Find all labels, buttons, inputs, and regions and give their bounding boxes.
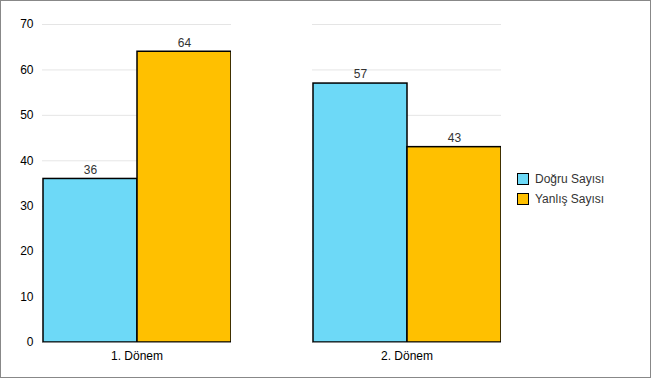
svg-text:60: 60 xyxy=(20,63,34,77)
svg-text:20: 20 xyxy=(20,244,34,258)
svg-text:36: 36 xyxy=(84,163,98,177)
svg-text:2. Dönem: 2. Dönem xyxy=(381,349,433,363)
svg-text:0: 0 xyxy=(27,335,34,349)
svg-text:40: 40 xyxy=(20,154,34,168)
svg-text:43: 43 xyxy=(448,131,462,145)
svg-text:70: 70 xyxy=(20,17,34,31)
svg-text:57: 57 xyxy=(354,67,368,81)
svg-text:10: 10 xyxy=(20,290,34,304)
svg-text:64: 64 xyxy=(178,36,192,50)
svg-text:50: 50 xyxy=(20,108,34,122)
svg-text:30: 30 xyxy=(20,199,34,213)
html-text:Yanlış Sayısı: Yanlış Sayısı xyxy=(535,192,605,206)
html-text:Doğru Sayısı: Doğru Sayısı xyxy=(535,172,605,186)
svg-text:1. Dönem: 1. Dönem xyxy=(111,349,163,363)
